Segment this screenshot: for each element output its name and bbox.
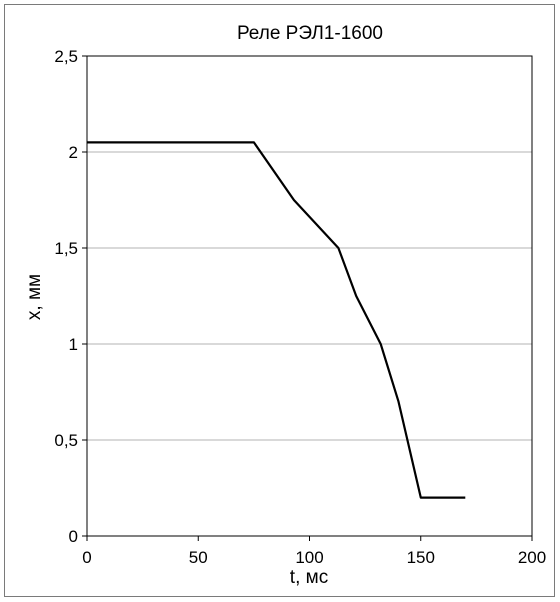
x-tick-label: 150 [407, 548, 435, 567]
plot-area [86, 55, 533, 537]
x-tick-label: 0 [82, 548, 91, 567]
y-tick-label: 1,5 [54, 239, 78, 258]
y-tick-label: 0,5 [54, 431, 78, 450]
y-tick-label: 0 [69, 527, 78, 546]
y-tick-label: 2 [69, 143, 78, 162]
x-tick-label: 100 [295, 548, 323, 567]
x-axis-ticks: 0 50 100 150 200 [82, 536, 546, 567]
grid [87, 151, 532, 441]
x-tick-label: 50 [189, 548, 208, 567]
y-tick-label: 1 [69, 335, 78, 354]
series-line-0 [87, 141, 466, 499]
x-tick-label: 200 [518, 548, 546, 567]
y-tick-label: 2,5 [54, 47, 78, 66]
y-axis-ticks: 0 0,5 1 1,5 2 2,5 [54, 47, 87, 546]
y-axis-title: x, мм [24, 274, 45, 320]
series-layer [87, 141, 466, 499]
chart-title: Реле РЭЛ1-1600 [237, 23, 383, 44]
x-axis-title: t, мс [290, 567, 328, 588]
